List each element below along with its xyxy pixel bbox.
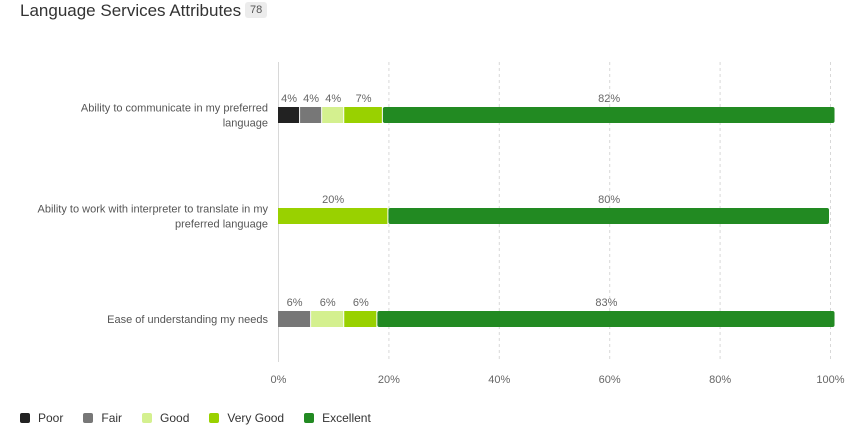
data-label: 4%: [281, 93, 297, 105]
data-label: 83%: [595, 297, 617, 309]
data-label: 4%: [303, 93, 319, 105]
data-label: 6%: [320, 297, 336, 309]
data-label: 7%: [356, 93, 372, 105]
legend-swatch: [83, 413, 94, 423]
bar-segment-very-good: [344, 107, 382, 123]
data-label: 6%: [287, 297, 303, 309]
category-label: Ease of understanding my needs: [107, 314, 268, 326]
bar-segment-very-good: [278, 208, 388, 224]
legend-item-good[interactable]: Good: [142, 411, 189, 425]
legend-item-excellent[interactable]: Excellent: [304, 411, 371, 425]
category-label: language: [223, 118, 268, 130]
bar-segment-excellent: [377, 311, 835, 327]
bar-segment-excellent: [388, 208, 829, 224]
x-tick-label: 0%: [271, 374, 287, 386]
legend-label: Excellent: [322, 411, 371, 425]
bar-segment-fair: [300, 107, 322, 123]
legend-swatch: [304, 413, 315, 423]
bar-segment-excellent: [382, 107, 835, 123]
legend-swatch: [20, 413, 30, 423]
bar-segment-good: [322, 107, 344, 123]
category-label: Ability to work with interpreter to tran…: [38, 204, 269, 216]
x-tick-label: 40%: [488, 374, 510, 386]
data-label: 82%: [598, 93, 620, 105]
bar-segment-poor: [278, 107, 300, 123]
x-tick-label: 60%: [599, 374, 621, 386]
response-count-badge: 78: [245, 2, 268, 18]
category-label: preferred language: [175, 219, 268, 231]
bar-segment-good: [311, 311, 344, 327]
data-label: 6%: [353, 297, 369, 309]
bar-segment-very-good: [344, 311, 377, 327]
category-label: Ability to communicate in my preferred: [81, 103, 268, 115]
legend-swatch: [142, 413, 153, 423]
x-tick-label: 100%: [816, 374, 844, 386]
legend-swatch: [209, 413, 220, 423]
x-tick-label: 80%: [709, 374, 731, 386]
legend-item-poor[interactable]: Poor: [20, 411, 63, 425]
data-label: 20%: [322, 194, 344, 206]
legend-item-fair[interactable]: Fair: [83, 411, 122, 425]
legend-label: Fair: [101, 411, 123, 425]
data-label: 80%: [598, 194, 620, 206]
legend-item-very-good[interactable]: Very Good: [209, 411, 284, 425]
legend-label: Poor: [38, 411, 64, 425]
bar-segment-fair: [278, 311, 311, 327]
stacked-bar-chart: 0% 20% 40% 60% 80% 100% Ability to communicate…: [38, 62, 845, 386]
legend-label: Very Good: [227, 411, 285, 425]
chart-title: Language Services Attributes: [20, 1, 242, 20]
legend-label: Good: [160, 411, 190, 425]
chart-legend: Poor Fair Good Very Good Excellent: [20, 411, 391, 425]
x-tick-label: 20%: [378, 374, 400, 386]
data-label: 4%: [325, 93, 341, 105]
